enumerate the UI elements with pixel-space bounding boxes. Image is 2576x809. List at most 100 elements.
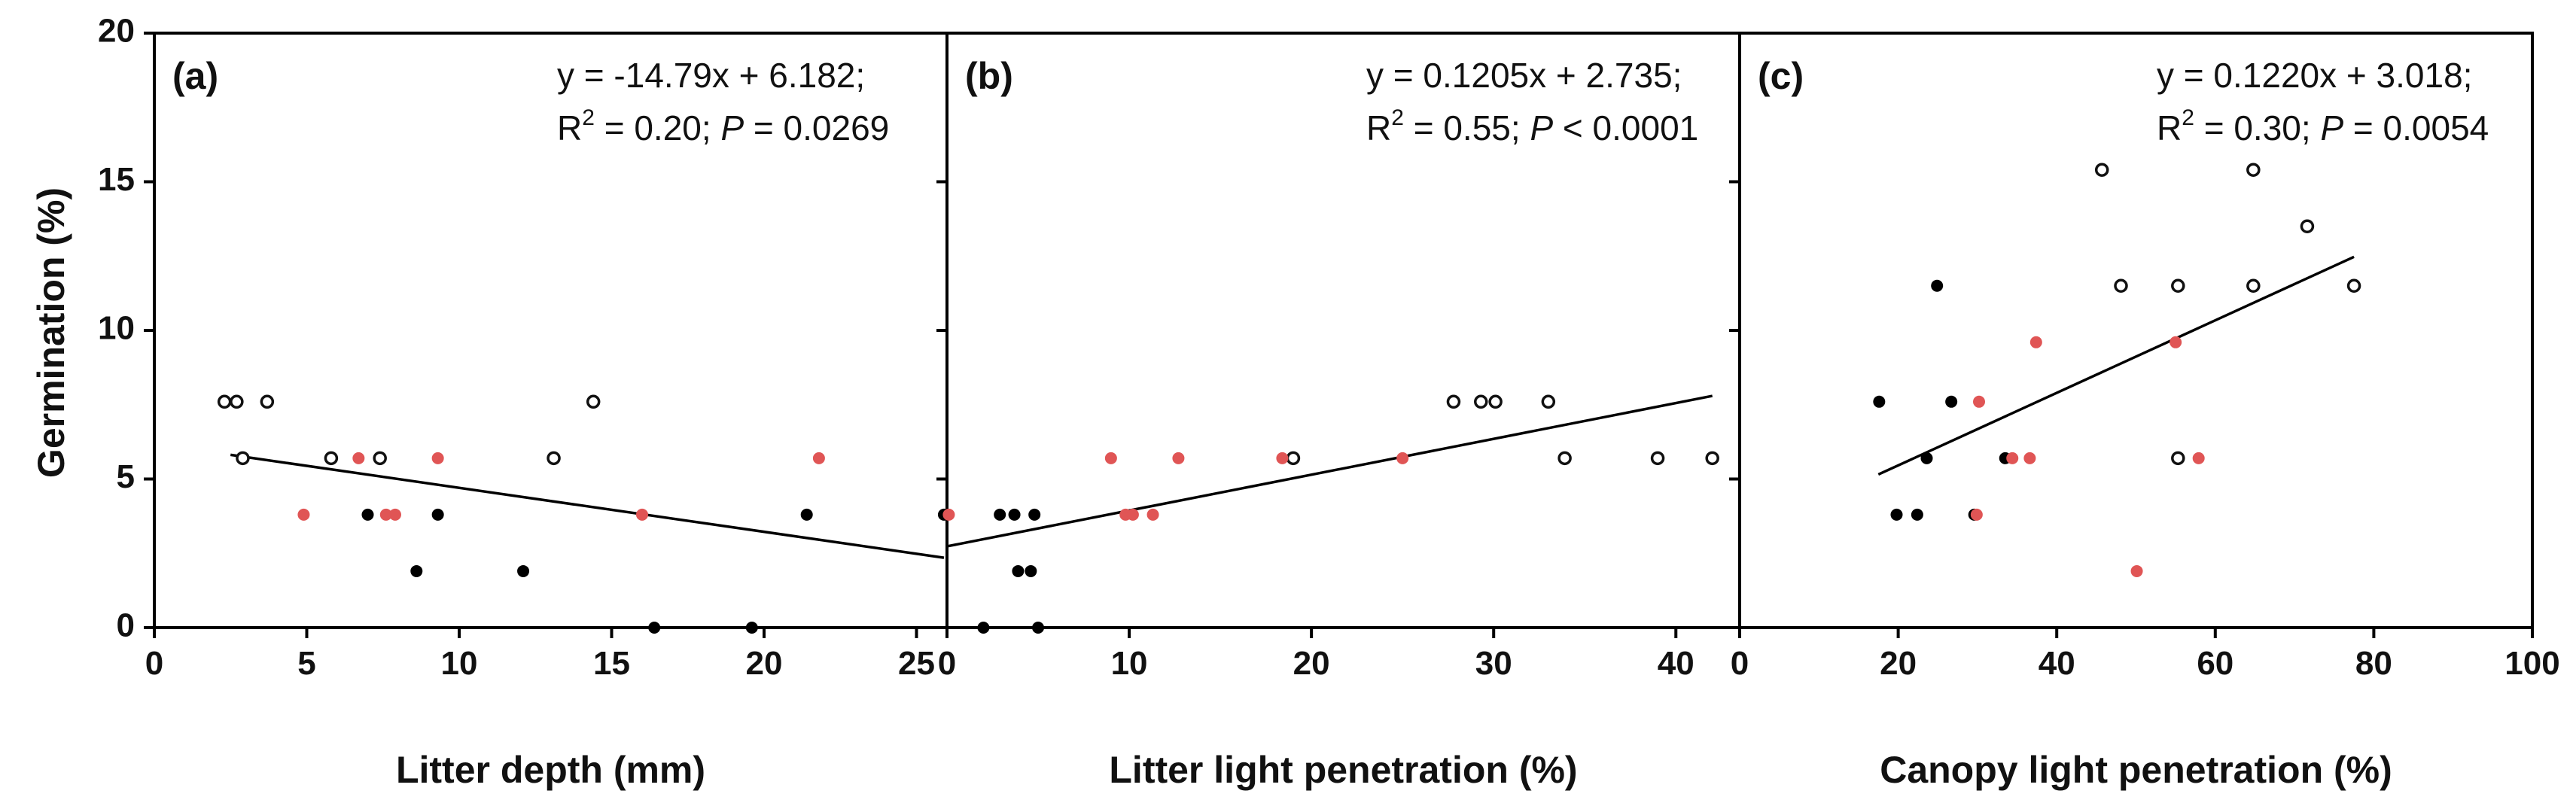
panel-label-b: (b) (965, 55, 1013, 97)
panel-b-point-red (1146, 508, 1159, 521)
panel-a-point-black (648, 622, 661, 634)
y-tick-label: 0 (117, 607, 135, 644)
panel-c-point-open (2171, 278, 2185, 293)
panel-b-point-red (1276, 452, 1289, 464)
panel-a-stats: R2 = 0.20; P = 0.0269 (557, 105, 889, 148)
panel-c-point-open (2171, 451, 2185, 466)
panel-c-point-open (2246, 278, 2261, 293)
panel-c-x-tick-label: 80 (2355, 645, 2392, 682)
panel-b-equation: y = 0.1205x + 2.735; (1366, 56, 1682, 95)
panel-c-point-open (2300, 219, 2315, 233)
panel-c-x-tick-label: 100 (2504, 645, 2559, 682)
panel-a-equation: y = -14.79x + 6.182; (557, 56, 865, 95)
panel-b-x-tick-label: 40 (1658, 645, 1694, 682)
panel-b-point-black (977, 622, 990, 634)
panel-a-point-black (361, 508, 374, 521)
panel-b-point-black (1032, 622, 1045, 634)
panel-c-point-black (1945, 395, 1958, 408)
panel-b-point-open (1446, 394, 1461, 409)
panel-b-point-open (1557, 451, 1572, 466)
panel-c-point-open (2094, 163, 2109, 177)
panel-b-point-black (1028, 508, 1041, 521)
panel-a: (a) y = -14.79x + 6.182; R2 = 0.20; P = … (98, 13, 950, 791)
panel-c: (c) y = 0.1220x + 3.018; R2 = 0.30; P = … (1729, 32, 2560, 791)
panel-c-equation: y = 0.1220x + 3.018; (2157, 56, 2472, 95)
panel-a-point-open (217, 394, 232, 409)
panel-a-x-tick-label: 5 (297, 645, 315, 682)
panel-c-point-black (1931, 279, 1944, 292)
panel-b-point-open (1286, 451, 1301, 466)
panel-c-point-red (2006, 452, 2019, 464)
panel-c-point-black (1920, 452, 1933, 464)
panel-c-x-tick-label: 0 (1731, 645, 1749, 682)
panel-b-point-open (1705, 451, 1719, 466)
panel-a-point-black (410, 564, 423, 577)
panel-a-point-black (517, 564, 530, 577)
panel-a-point-red (431, 452, 444, 464)
panel-b-point-open (1650, 451, 1665, 466)
panel-b-point-red (1172, 452, 1185, 464)
panel-b-x-tick-label: 20 (1293, 645, 1330, 682)
panel-a-point-open (236, 451, 250, 466)
panel-c-point-black (1873, 395, 1886, 408)
panel-a-point-black (745, 622, 758, 634)
panel-a-point-open (260, 394, 275, 409)
panel-c-point-red (2192, 452, 2205, 464)
panel-c-point-red (2170, 336, 2182, 348)
y-tick-label: 5 (117, 458, 135, 495)
panel-b-x-tick-label: 10 (1111, 645, 1148, 682)
panel-b: (b) y = 0.1205x + 2.735; R2 = 0.55; P < … (936, 32, 1741, 791)
panel-a-point-red (636, 508, 648, 521)
y-axis-title: Germination (%) (30, 187, 72, 478)
panel-a-x-tick-label: 25 (898, 645, 935, 682)
panel-b-point-black (1012, 564, 1025, 577)
panel-b-x-axis-title: Litter light penetration (%) (1109, 749, 1577, 791)
panel-a-point-red (379, 508, 392, 521)
panel-c-trend-line (1877, 255, 2355, 476)
panel-b-x-tick-label: 0 (938, 645, 956, 682)
panel-b-trend-line (946, 394, 1713, 548)
panel-c-point-open (2114, 278, 2128, 293)
panel-c-point-open (2246, 163, 2261, 177)
panel-a-point-red (812, 452, 825, 464)
panel-b-point-open (1541, 394, 1556, 409)
panel-c-x-tick-label: 40 (2039, 645, 2075, 682)
panel-a-x-tick-label: 0 (145, 645, 163, 682)
panel-c-x-tick-label: 20 (1880, 645, 1917, 682)
panel-a-point-black (431, 508, 444, 521)
panel-a-point-open (324, 451, 339, 466)
panel-a-point-red (297, 508, 310, 521)
panel-b-point-black (1025, 564, 1037, 577)
panel-a-point-red (352, 452, 365, 464)
y-tick-label: 10 (98, 310, 135, 347)
panel-c-point-black (1890, 508, 1903, 521)
panel-c-point-red (2029, 336, 2042, 348)
panel-c-point-red (2130, 564, 2143, 577)
panel-b-point-red (1104, 452, 1117, 464)
panel-b-point-red (1396, 452, 1409, 464)
panel-c-x-axis-title: Canopy light penetration (%) (1880, 749, 2392, 791)
panel-a-x-axis-title: Litter depth (mm) (396, 749, 705, 791)
panel-c-point-open (2346, 278, 2361, 293)
panel-c-stats: R2 = 0.30; P = 0.0054 (2157, 105, 2489, 148)
panel-b-x-tick-label: 30 (1475, 645, 1512, 682)
panel-a-point-open (586, 394, 601, 409)
panel-c-point-red (1973, 395, 1986, 408)
y-tick-label: 20 (98, 13, 135, 50)
panel-b-point-open (1488, 394, 1503, 409)
panel-b-point-red (1126, 508, 1139, 521)
panel-c-point-red (1970, 508, 1983, 521)
panel-a-x-tick-label: 15 (593, 645, 630, 682)
panel-b-point-black (1008, 508, 1021, 521)
panel-a-point-black (800, 508, 813, 521)
panel-a-point-open (547, 451, 561, 466)
panel-b-point-red (942, 508, 955, 521)
panel-c-point-black (1911, 508, 1923, 521)
panel-c-x-tick-label: 60 (2197, 645, 2233, 682)
panel-label-a: (a) (172, 55, 218, 97)
panel-a-point-red (388, 508, 401, 521)
panel-a-x-tick-label: 10 (441, 645, 478, 682)
panel-a-point-open (230, 394, 244, 409)
panel-a-point-open (373, 451, 387, 466)
